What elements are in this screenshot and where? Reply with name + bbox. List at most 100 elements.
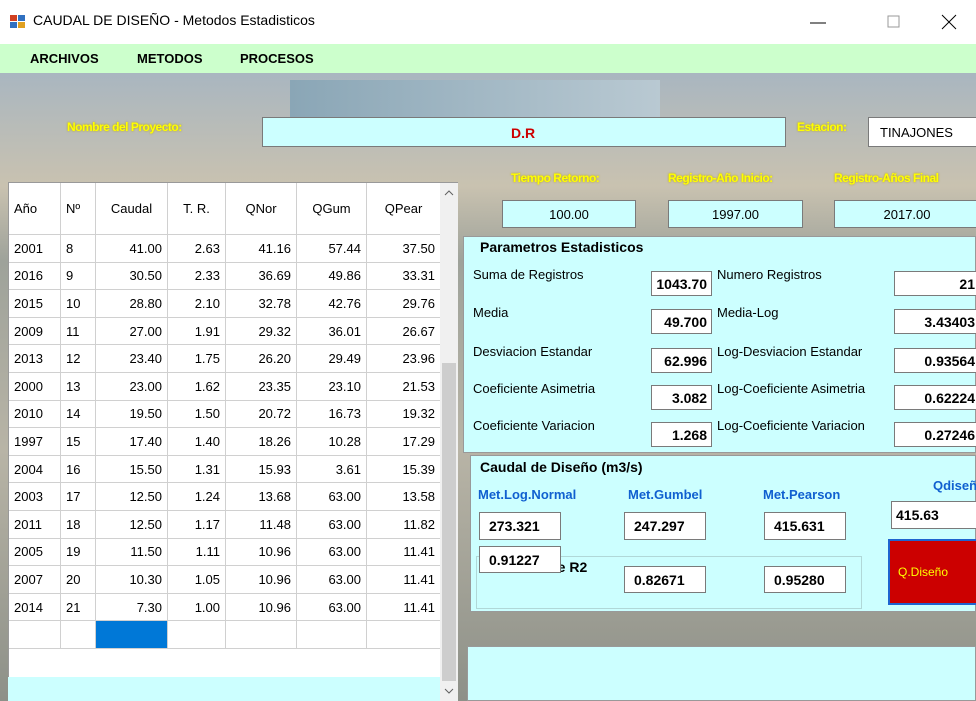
menu-item[interactable]: METODOS [137,51,203,66]
method-value[interactable]: 247.297 [624,512,706,540]
qdesign-value[interactable]: 415.63 [891,501,976,529]
table-cell[interactable]: 2.10 [168,290,226,318]
input-field[interactable]: 1997.00 [668,200,803,228]
table-cell[interactable]: 1997 [9,428,61,456]
table-cell[interactable]: 10.30 [96,566,168,594]
table-cell[interactable]: 2.63 [168,235,226,263]
table-cell[interactable]: 26.20 [226,345,297,373]
table-cell[interactable]: 63.00 [297,511,367,539]
empty-cell[interactable] [9,621,61,649]
table-cell[interactable]: 2013 [9,345,61,373]
table-cell[interactable]: 11.48 [226,511,297,539]
table-cell[interactable]: 2016 [9,263,61,291]
table-cell[interactable]: 11.41 [367,594,441,622]
parameter-value[interactable]: 21 [894,271,976,296]
r2-value[interactable]: 0.91227 [479,546,561,573]
table-cell[interactable]: 29.32 [226,318,297,346]
table-cell[interactable]: 1.24 [168,483,226,511]
table-cell[interactable]: 1.62 [168,373,226,401]
scrollbar[interactable] [440,183,458,701]
table-cell[interactable]: 11.41 [367,539,441,567]
table-cell[interactable]: 2009 [9,318,61,346]
parameter-value[interactable]: 3.43403 [894,309,976,334]
station-input[interactable]: TINAJONES [868,117,976,147]
table-cell[interactable]: 10.96 [226,539,297,567]
table-cell[interactable]: 17 [61,483,96,511]
empty-cell[interactable] [168,621,226,649]
table-cell[interactable]: 41.16 [226,235,297,263]
table-cell[interactable]: 2007 [9,566,61,594]
table-cell[interactable]: 7.30 [96,594,168,622]
parameter-value[interactable]: 3.082 [651,385,712,410]
table-cell[interactable]: 15.50 [96,456,168,484]
table-cell[interactable]: 1.40 [168,428,226,456]
table-cell[interactable]: 41.00 [96,235,168,263]
table-cell[interactable]: 2010 [9,401,61,429]
table-cell[interactable]: 2000 [9,373,61,401]
table-cell[interactable]: 11 [61,318,96,346]
project-input[interactable]: D.R [262,117,786,147]
table-cell[interactable]: 14 [61,401,96,429]
table-cell[interactable]: 27.00 [96,318,168,346]
table-cell[interactable]: 29.49 [297,345,367,373]
table-cell[interactable]: 57.44 [297,235,367,263]
table-cell[interactable]: 9 [61,263,96,291]
table-cell[interactable]: 1.05 [168,566,226,594]
table-cell[interactable]: 23.96 [367,345,441,373]
table-cell[interactable]: 20.72 [226,401,297,429]
scroll-thumb[interactable] [442,363,456,681]
table-cell[interactable]: 11.50 [96,539,168,567]
table-cell[interactable]: 20 [61,566,96,594]
table-cell[interactable]: 30.50 [96,263,168,291]
table-cell[interactable]: 49.86 [297,263,367,291]
table-cell[interactable]: 10.96 [226,594,297,622]
menu-item[interactable]: ARCHIVOS [30,51,99,66]
table-cell[interactable]: 1.17 [168,511,226,539]
table-cell[interactable]: 12.50 [96,483,168,511]
table-cell[interactable]: 23.35 [226,373,297,401]
table-cell[interactable]: 18 [61,511,96,539]
table-cell[interactable]: 2014 [9,594,61,622]
table-cell[interactable]: 3.61 [297,456,367,484]
table-cell[interactable]: 63.00 [297,539,367,567]
table-cell[interactable]: 36.69 [226,263,297,291]
table-cell[interactable]: 26.67 [367,318,441,346]
table-cell[interactable]: 18.26 [226,428,297,456]
empty-cell[interactable] [297,621,367,649]
table-cell[interactable]: 15 [61,428,96,456]
table-cell[interactable]: 23.10 [297,373,367,401]
table-cell[interactable]: 32.78 [226,290,297,318]
parameter-value[interactable]: 1043.70 [651,271,712,296]
table-cell[interactable]: 28.80 [96,290,168,318]
table-cell[interactable]: 2001 [9,235,61,263]
table-cell[interactable]: 1.75 [168,345,226,373]
table-cell[interactable]: 21.53 [367,373,441,401]
table-cell[interactable]: 37.50 [367,235,441,263]
table-cell[interactable]: 21 [61,594,96,622]
table-cell[interactable]: 11.41 [367,566,441,594]
table-cell[interactable]: 12.50 [96,511,168,539]
table-cell[interactable]: 63.00 [297,594,367,622]
parameter-value[interactable]: 0.27246 [894,422,976,447]
table-cell[interactable]: 2011 [9,511,61,539]
empty-cell[interactable] [61,621,96,649]
table-cell[interactable]: 17.40 [96,428,168,456]
table-cell[interactable]: 1.11 [168,539,226,567]
table-cell[interactable]: 29.76 [367,290,441,318]
table-cell[interactable]: 15.93 [226,456,297,484]
table-cell[interactable]: 63.00 [297,483,367,511]
window-controls[interactable] [800,10,976,34]
table-cell[interactable]: 33.31 [367,263,441,291]
table-cell[interactable]: 10 [61,290,96,318]
parameter-value[interactable]: 1.268 [651,422,712,447]
table-cell[interactable]: 1.00 [168,594,226,622]
method-value[interactable]: 415.631 [764,512,846,540]
qdesign-button[interactable]: Q.Diseño [888,539,976,605]
table-cell[interactable]: 17.29 [367,428,441,456]
table-cell[interactable]: 19 [61,539,96,567]
scroll-up[interactable] [444,189,454,197]
table-cell[interactable]: 12 [61,345,96,373]
table-cell[interactable]: 15.39 [367,456,441,484]
input-field[interactable]: 100.00 [502,200,636,228]
